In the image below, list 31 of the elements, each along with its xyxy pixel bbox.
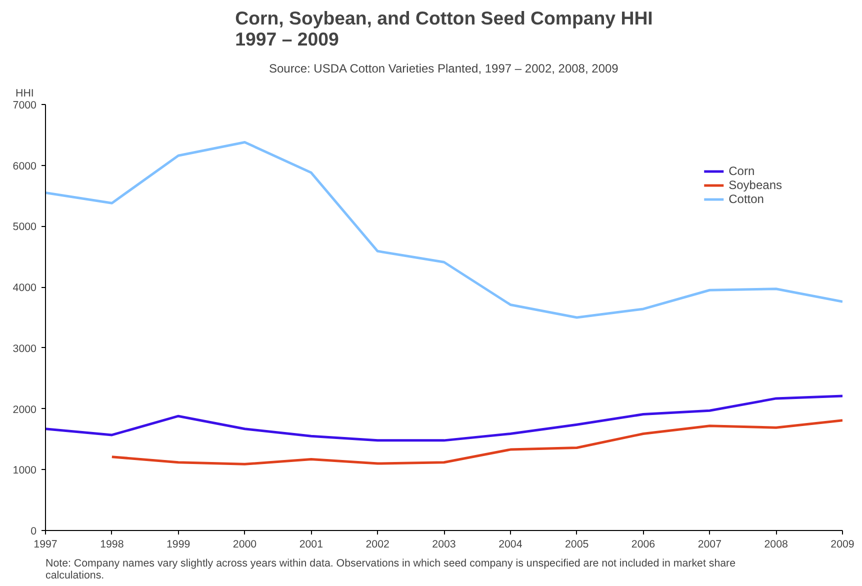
x-tick-label: 2004	[498, 538, 522, 550]
y-tick-label: 2000	[12, 404, 37, 416]
x-tick-label: 2003	[432, 538, 456, 550]
x-tick-label: 2001	[299, 538, 324, 550]
x-tick-label: 2007	[698, 538, 722, 550]
x-tick-label: 1997	[34, 538, 58, 550]
line-series	[46, 140, 842, 319]
y-axis-title: HHI	[16, 88, 34, 100]
chart-title: Corn, Soybean, and Cotton Seed Company HHI 1997 – 2009	[235, 8, 653, 50]
x-tick-label: 2005	[564, 538, 589, 550]
x-tick-label: 2006	[631, 538, 656, 550]
y-tick-label: 3000	[12, 342, 37, 355]
legend-label: Corn	[728, 164, 755, 178]
y-tick-label: 5000	[12, 221, 37, 234]
x-tick-label: 2009	[830, 538, 854, 550]
x-tick-label: 2000	[232, 538, 257, 550]
text: Note: Company names vary slightly across years within data. Observations in which seed company is unspecified are not included in market share calculations.	[46, 558, 736, 582]
chart-subtitle: Source: USDA Cotton Varieties Planted, 1997 – 2002, 2008, 2009	[268, 62, 619, 76]
y-tick-label: 4000	[12, 282, 37, 294]
x-tick-label: 1999	[166, 538, 190, 550]
y-tick-label: 7000	[12, 100, 37, 112]
x-tick-label: 1998	[100, 538, 124, 550]
y-tick-label: 0	[30, 526, 37, 538]
x-tick-label: 2008	[764, 538, 788, 550]
line-series	[110, 419, 842, 466]
y-tick-label: 1000	[12, 464, 37, 477]
y-tick-label: 6000	[12, 160, 37, 172]
legend-label: Soybeans	[728, 178, 782, 192]
line-series	[46, 394, 842, 442]
legend-label: Cotton	[728, 192, 764, 206]
x-tick-label: 2002	[366, 538, 390, 550]
